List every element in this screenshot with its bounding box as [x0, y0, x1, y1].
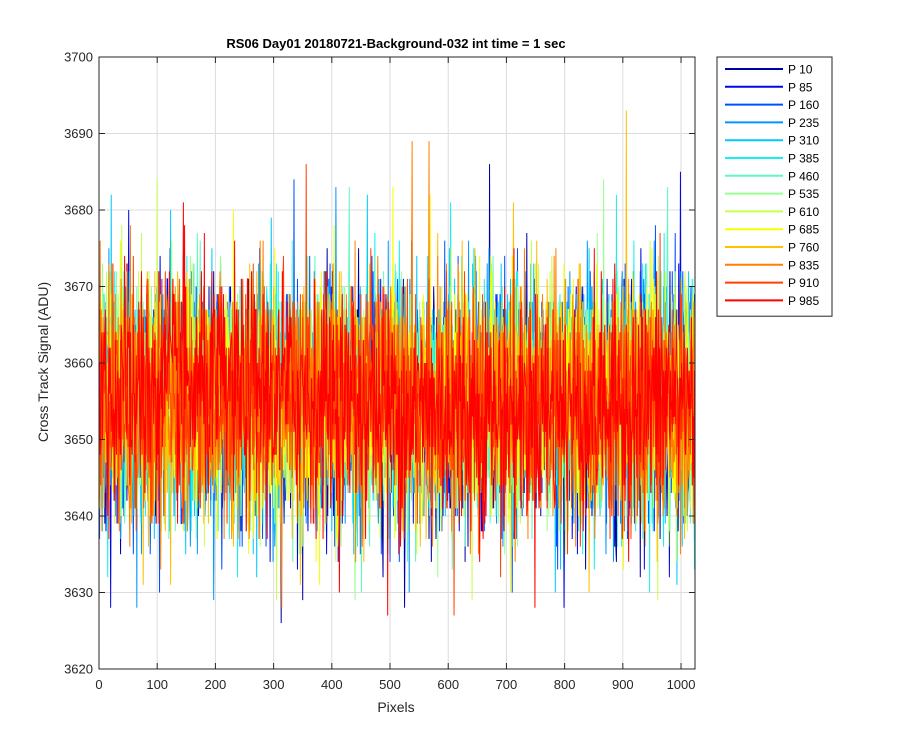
- y-tick-label: 3630: [64, 585, 93, 600]
- legend-entry-label: P 385: [788, 152, 819, 166]
- legend-box: [716, 56, 833, 317]
- legend-entry-label: P 685: [788, 223, 819, 237]
- x-tick-label: 100: [146, 677, 168, 692]
- x-tick-label: 500: [379, 677, 401, 692]
- x-axis-label: Pixels: [377, 699, 414, 715]
- legend-entry-label: P 835: [788, 258, 819, 272]
- series-traces: [99, 110, 696, 624]
- legend-entry-label: P 85: [788, 80, 813, 94]
- y-tick-label: 3650: [64, 432, 93, 447]
- y-tick-label: 3620: [64, 662, 93, 677]
- x-axis-ticks: 0 100 200 300 400 500 600 700 800 900 1000: [95, 57, 695, 692]
- x-tick-label: 600: [437, 677, 459, 692]
- x-tick-label: 0: [95, 677, 102, 692]
- legend: P 10 P 85 P 160 P 235 P 310 P 385 P 460 P 535 P …: [716, 56, 833, 317]
- x-tick-label: 200: [205, 677, 227, 692]
- legend-entry-label: P 310: [788, 134, 819, 148]
- legend-entry-label: P 985: [788, 294, 819, 308]
- x-tick-label: 300: [263, 677, 285, 692]
- legend-entry-label: P 535: [788, 187, 819, 201]
- x-tick-label: 900: [612, 677, 634, 692]
- legend-entry-label: P 10: [788, 63, 813, 77]
- y-tick-label: 3700: [64, 50, 93, 65]
- x-tick-label: 1000: [667, 677, 696, 692]
- y-tick-label: 3670: [64, 279, 93, 294]
- y-tick-label: 3660: [64, 356, 93, 371]
- legend-entry-label: P 235: [788, 116, 819, 130]
- y-axis-ticks: 3620 3630 3640 3650 3660 3670 3680 3690 3700: [64, 50, 695, 677]
- legend-entry-label: P 160: [788, 98, 819, 112]
- chart-title: RS06 Day01 20180721-Background-032 int t…: [226, 36, 565, 51]
- x-tick-label: 700: [496, 677, 518, 692]
- y-tick-label: 3690: [64, 126, 93, 141]
- y-tick-label: 3640: [64, 509, 93, 524]
- series-line: [99, 202, 696, 616]
- legend-entry-label: P 910: [788, 276, 819, 290]
- x-tick-label: 400: [321, 677, 343, 692]
- x-tick-label: 800: [554, 677, 576, 692]
- y-tick-label: 3680: [64, 203, 93, 218]
- legend-entry-label: P 760: [788, 241, 819, 255]
- y-axis-label: Cross Track Signal (ADU): [35, 282, 51, 442]
- legend-entry-label: P 460: [788, 169, 819, 183]
- legend-entry-label: P 610: [788, 205, 819, 219]
